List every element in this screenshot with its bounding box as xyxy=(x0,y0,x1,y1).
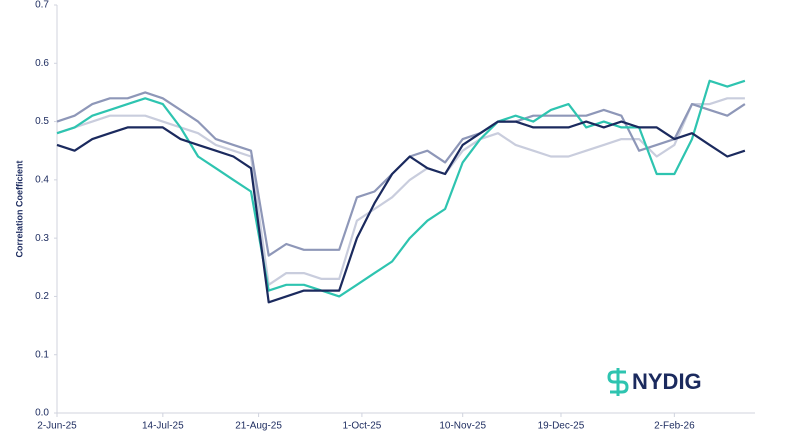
x-tick-label: 1-Oct-25 xyxy=(342,421,381,432)
series-line xyxy=(56,97,745,286)
y-tick-label: 0.3 xyxy=(35,233,49,244)
x-tick-label: 14-Jul-25 xyxy=(142,421,184,432)
y-tick-label: 0.2 xyxy=(35,291,49,302)
y-tick-label: 0.6 xyxy=(35,58,49,69)
x-tick-label: 19-Dec-25 xyxy=(538,421,585,432)
logo: NYDIG xyxy=(607,368,702,396)
series-line xyxy=(56,120,746,304)
x-tick-label: 2-Jun-25 xyxy=(37,421,77,432)
y-tick-label: 0.5 xyxy=(35,116,49,127)
y-tick-label: 0.4 xyxy=(35,174,49,185)
logo-icon xyxy=(607,368,629,396)
x-tick-label: 2-Feb-26 xyxy=(654,421,695,432)
y-tick-label: 0.0 xyxy=(35,408,49,419)
y-axis-title: Correlation Coefficient xyxy=(14,160,24,257)
logo-text: NYDIG xyxy=(632,369,702,394)
x-tick-label: 10-Nov-25 xyxy=(439,421,486,432)
series-line xyxy=(56,91,746,257)
x-tick-label: 21-Aug-25 xyxy=(235,421,282,432)
series-line xyxy=(56,79,746,298)
y-tick-label: 0.7 xyxy=(35,0,49,11)
y-tick-label: 0.1 xyxy=(35,349,49,360)
